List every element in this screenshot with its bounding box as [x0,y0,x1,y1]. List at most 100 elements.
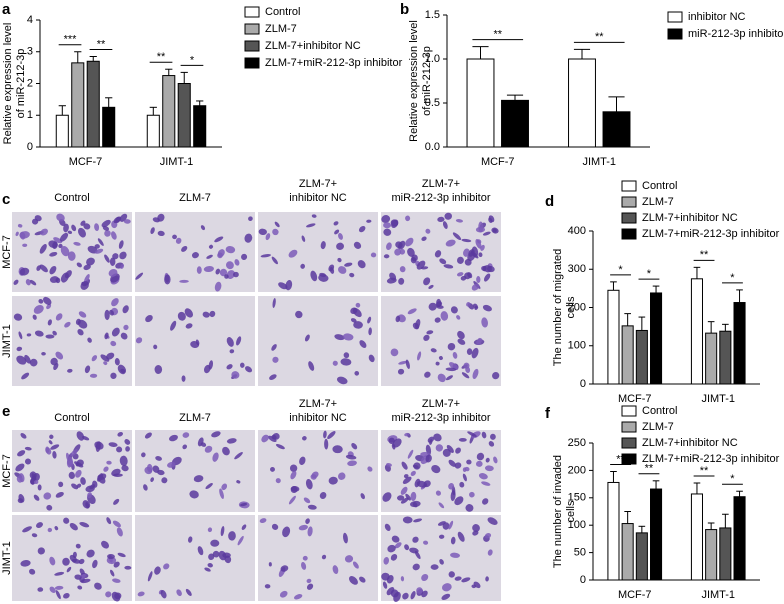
legend-swatch [621,405,637,417]
cell [280,565,289,572]
cell [436,305,444,309]
legend-label: inhibitor NC [688,11,746,23]
cell [282,526,291,538]
cell [442,221,448,229]
cell [67,230,73,234]
cell [222,552,231,559]
cell [217,249,225,257]
cell [295,310,303,319]
y-axis-label: cells [565,296,577,319]
cell [410,470,416,477]
cell [55,491,64,498]
cell [444,212,453,220]
cell [77,319,88,329]
cell [45,447,52,455]
cell [306,578,312,584]
cell [225,261,234,270]
row-label: JIMT-1 [1,541,13,575]
micrograph [258,296,378,386]
cell [441,583,452,592]
cell [108,268,118,277]
bar [607,481,620,581]
cell [80,220,86,226]
cell [391,535,400,543]
micrograph [258,212,378,292]
cell [26,333,32,337]
cell [116,446,123,453]
cell [401,461,408,470]
cell [308,361,315,371]
cell [395,241,403,249]
cell [31,533,38,538]
cell [448,520,454,530]
x-tick-label: MCF-7 [618,393,652,405]
cell [38,298,44,304]
cell [208,244,214,249]
cell [208,553,215,560]
y-tick-label: 200 [568,464,586,476]
cell [298,524,308,531]
y-axis-label: of miR-212-3p [421,46,433,116]
y-tick-label: 3 [27,46,33,58]
bar [705,529,718,581]
cell [94,223,100,231]
cell [50,444,60,450]
legend-swatch [621,180,637,192]
cell [367,316,372,324]
cell [80,477,86,485]
cell [228,531,236,541]
cell [434,317,441,323]
cell [491,227,499,234]
cell [135,272,144,280]
cell [63,593,70,599]
cell [476,276,481,283]
cell [333,221,339,226]
cell [279,590,288,598]
cell [397,368,405,375]
cell [481,481,491,486]
bar [86,60,100,148]
cell [404,432,410,437]
cell [219,488,224,499]
cell [25,279,31,286]
cell [450,490,456,502]
cell [324,438,329,450]
significance-label: ** [595,31,604,43]
cell [154,364,163,374]
cell [466,348,473,355]
cell [303,497,311,504]
bar [568,58,596,148]
cell [423,334,430,341]
cell [106,352,115,360]
y-tick-label: 2 [27,77,33,89]
legend-swatch [621,228,637,240]
cell [109,309,115,316]
legend-label: ZLM-7 [642,421,674,433]
cell [168,434,178,442]
cell [384,523,391,532]
cell [461,238,472,243]
cell [416,587,423,594]
cell [426,330,434,335]
y-tick-label: 1.0 [425,53,440,65]
cell [464,258,472,266]
y-tick-label: 300 [568,263,586,275]
column-header: ZLM-7+ [299,178,337,190]
cell [69,522,78,531]
cell [366,219,372,223]
significance-label: ** [157,51,166,63]
y-tick-label: 4 [27,14,33,26]
cell [95,441,101,452]
cell [245,366,253,373]
cell [36,265,42,271]
significance-label: * [190,54,195,66]
cell [226,364,233,370]
cell [123,219,131,224]
cell [461,577,471,583]
micrograph-background [258,515,378,601]
cell [472,524,480,532]
cell [60,245,70,257]
cell [161,477,168,484]
significance-label: * [647,268,652,280]
cell [67,251,76,261]
